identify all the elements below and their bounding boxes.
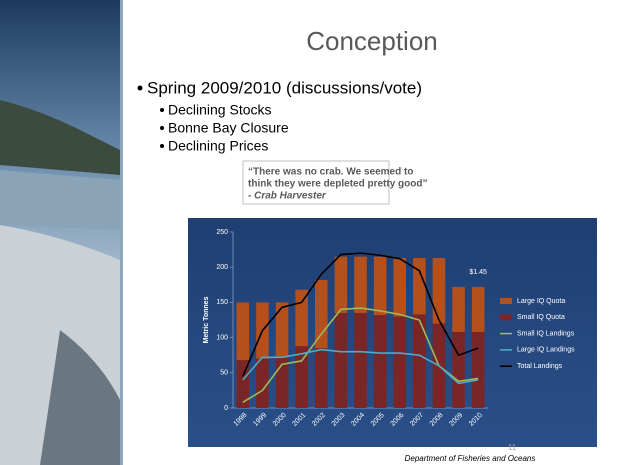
y-tick-label: 0 [224, 405, 228, 412]
bar [236, 302, 250, 361]
bar [373, 256, 387, 316]
bar [471, 286, 485, 332]
bar [314, 348, 328, 408]
bar [413, 258, 426, 315]
bar [393, 258, 407, 317]
y-tick-label: 250 [216, 229, 228, 236]
bar [452, 286, 465, 332]
subbullet-dot [160, 144, 164, 148]
bar [452, 331, 465, 408]
page-number: 11 [508, 443, 517, 452]
subbullet-dot [160, 108, 164, 112]
bar [295, 289, 308, 347]
bar [334, 312, 348, 408]
quote-line: think they were depleted pretty good” [248, 179, 427, 190]
bar [471, 331, 485, 408]
bar [432, 258, 446, 324]
legend-label: Total Landings [517, 363, 563, 370]
bar [256, 358, 269, 408]
bar [373, 315, 387, 408]
y-tick-label: 100 [216, 334, 228, 341]
legend-label: Small IQ Quota [517, 314, 565, 321]
y-tick-label: 50 [220, 370, 228, 377]
legend-swatch [500, 298, 512, 304]
bar [354, 312, 367, 408]
bar [275, 302, 289, 358]
quote-line: “There was no crab. We seemed to [248, 167, 413, 178]
bar [236, 360, 250, 408]
bullet: Spring 2009/2010 (discussions/vote) [147, 78, 422, 97]
footer: Department of Fisheries and Oceans [405, 454, 536, 463]
bar [393, 316, 407, 408]
bar [334, 256, 348, 313]
legend-label: Small IQ Landings [517, 330, 575, 337]
slide-title: Conception [306, 26, 438, 56]
legend-label: Large IQ Quota [517, 298, 565, 305]
bar [413, 314, 426, 408]
bar [275, 357, 289, 408]
bar [314, 279, 328, 349]
y-tick-label: 150 [216, 299, 228, 306]
bar [354, 256, 367, 313]
quote-box [242, 160, 390, 205]
quote-author: - Crab Harvester [248, 191, 327, 202]
subbullet: Declining Prices [168, 138, 268, 154]
photo [0, 0, 123, 465]
line [242, 348, 479, 385]
subbullet-dot [160, 126, 164, 130]
subbullet: Bonne Bay Closure [168, 120, 289, 136]
subbullets: Declining Stocks Bonne Bay Closure Declini… [160, 102, 289, 154]
annotation: $1.45 [469, 269, 487, 276]
subbullet: Declining Stocks [168, 102, 272, 118]
line [242, 252, 479, 377]
legend-swatch [500, 314, 512, 321]
y-tick-label: 200 [216, 264, 228, 271]
bullet-dot [137, 85, 143, 91]
y-axis-label: Metric Tonnes [203, 296, 210, 343]
legend-label: Large IQ Landings [517, 347, 575, 354]
